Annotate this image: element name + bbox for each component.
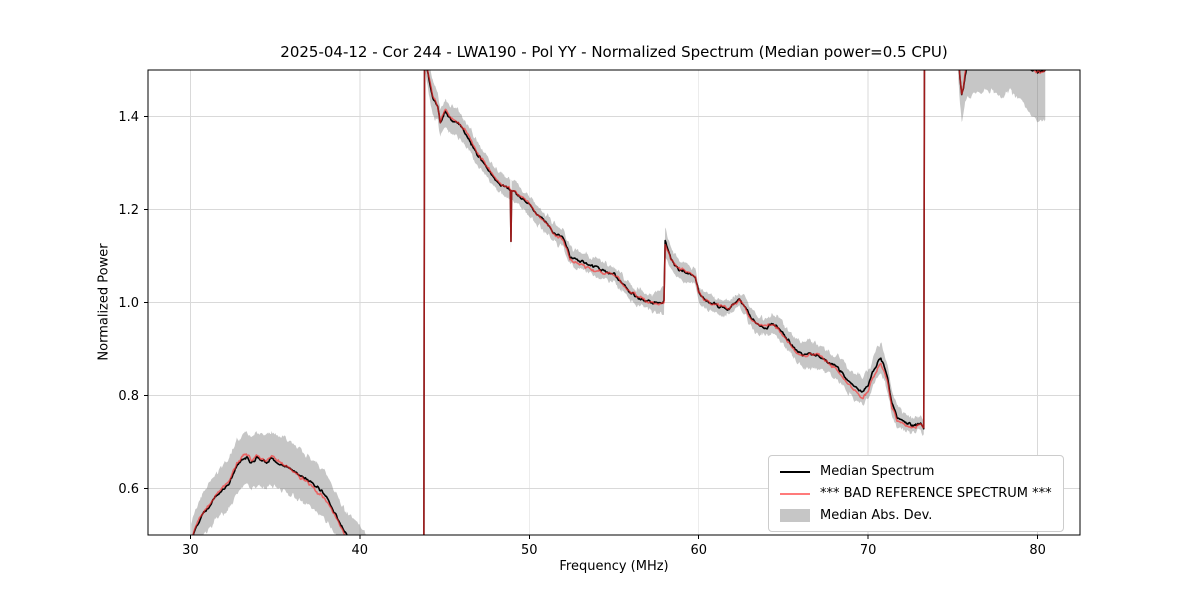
x-tick-label-80: 80 [1029,543,1046,558]
x-tick-label-60: 60 [690,543,707,558]
y-tick-label-0.8: 0.8 [118,389,139,404]
legend: Median Spectrum *** BAD REFERENCE SPECTR… [768,455,1064,532]
x-tick-label-70: 70 [860,543,877,558]
bad-reference-spectrum-line [192,70,1046,535]
x-tick-label-50: 50 [521,543,538,558]
chart-title: 2025-04-12 - Cor 244 - LWA190 - Pol YY -… [280,43,948,61]
legend-entry-mad: Median Abs. Dev. [780,508,1052,523]
legend-swatch-mad-band-icon [780,509,810,522]
y-tick-label-1: 1.0 [118,296,139,311]
y-tick-label-1.4: 1.4 [118,110,139,125]
tick-marks [144,116,1039,539]
mad-band [191,70,1046,535]
legend-label-bad-reference: *** BAD REFERENCE SPECTRUM *** [820,486,1052,501]
legend-entry-bad-reference: *** BAD REFERENCE SPECTRUM *** [780,486,1052,501]
y-tick-label-0.6: 0.6 [118,482,139,497]
legend-label-mad: Median Abs. Dev. [820,508,933,523]
x-tick-label-30: 30 [182,543,199,558]
x-axis-label: Frequency (MHz) [559,559,669,574]
legend-label-median: Median Spectrum [820,464,935,479]
legend-swatch-median-line-icon [780,470,810,473]
x-tick-label-40: 40 [352,543,369,558]
y-tick-label-1.2: 1.2 [118,203,139,218]
legend-entry-median: Median Spectrum [780,464,1052,479]
tick-labels: 30 40 50 60 70 80 0.6 0.8 1.0 1.2 1.4 [118,110,1046,558]
legend-swatch-reference-line-icon [780,492,810,495]
